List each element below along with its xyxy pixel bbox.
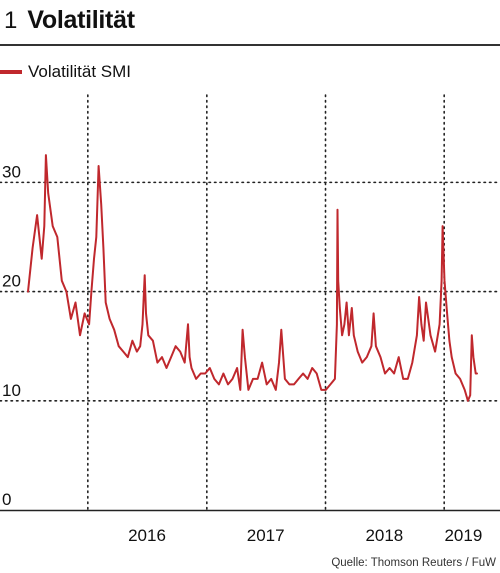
title-block: 1 Volatilität [4,6,135,38]
legend: Volatilität SMI [0,62,131,82]
legend-swatch [0,70,22,74]
legend-label: Volatilität SMI [28,62,131,81]
chart-number: 1 [4,7,18,34]
chart-title: Volatilität [27,6,135,34]
y-tick-label: 30 [2,162,21,181]
source-note: Quelle: Thomson Reuters / FuW [331,557,496,569]
x-tick-label: 2019 [444,526,482,545]
x-tick-label: 2018 [365,526,403,545]
title-divider [0,44,500,46]
series-line [27,154,478,402]
x-tick-label: 2016 [128,526,166,545]
y-tick-label: 0 [2,490,11,509]
y-tick-label: 20 [2,272,21,291]
x-tick-label: 2017 [247,526,285,545]
y-tick-label: 10 [2,381,21,400]
